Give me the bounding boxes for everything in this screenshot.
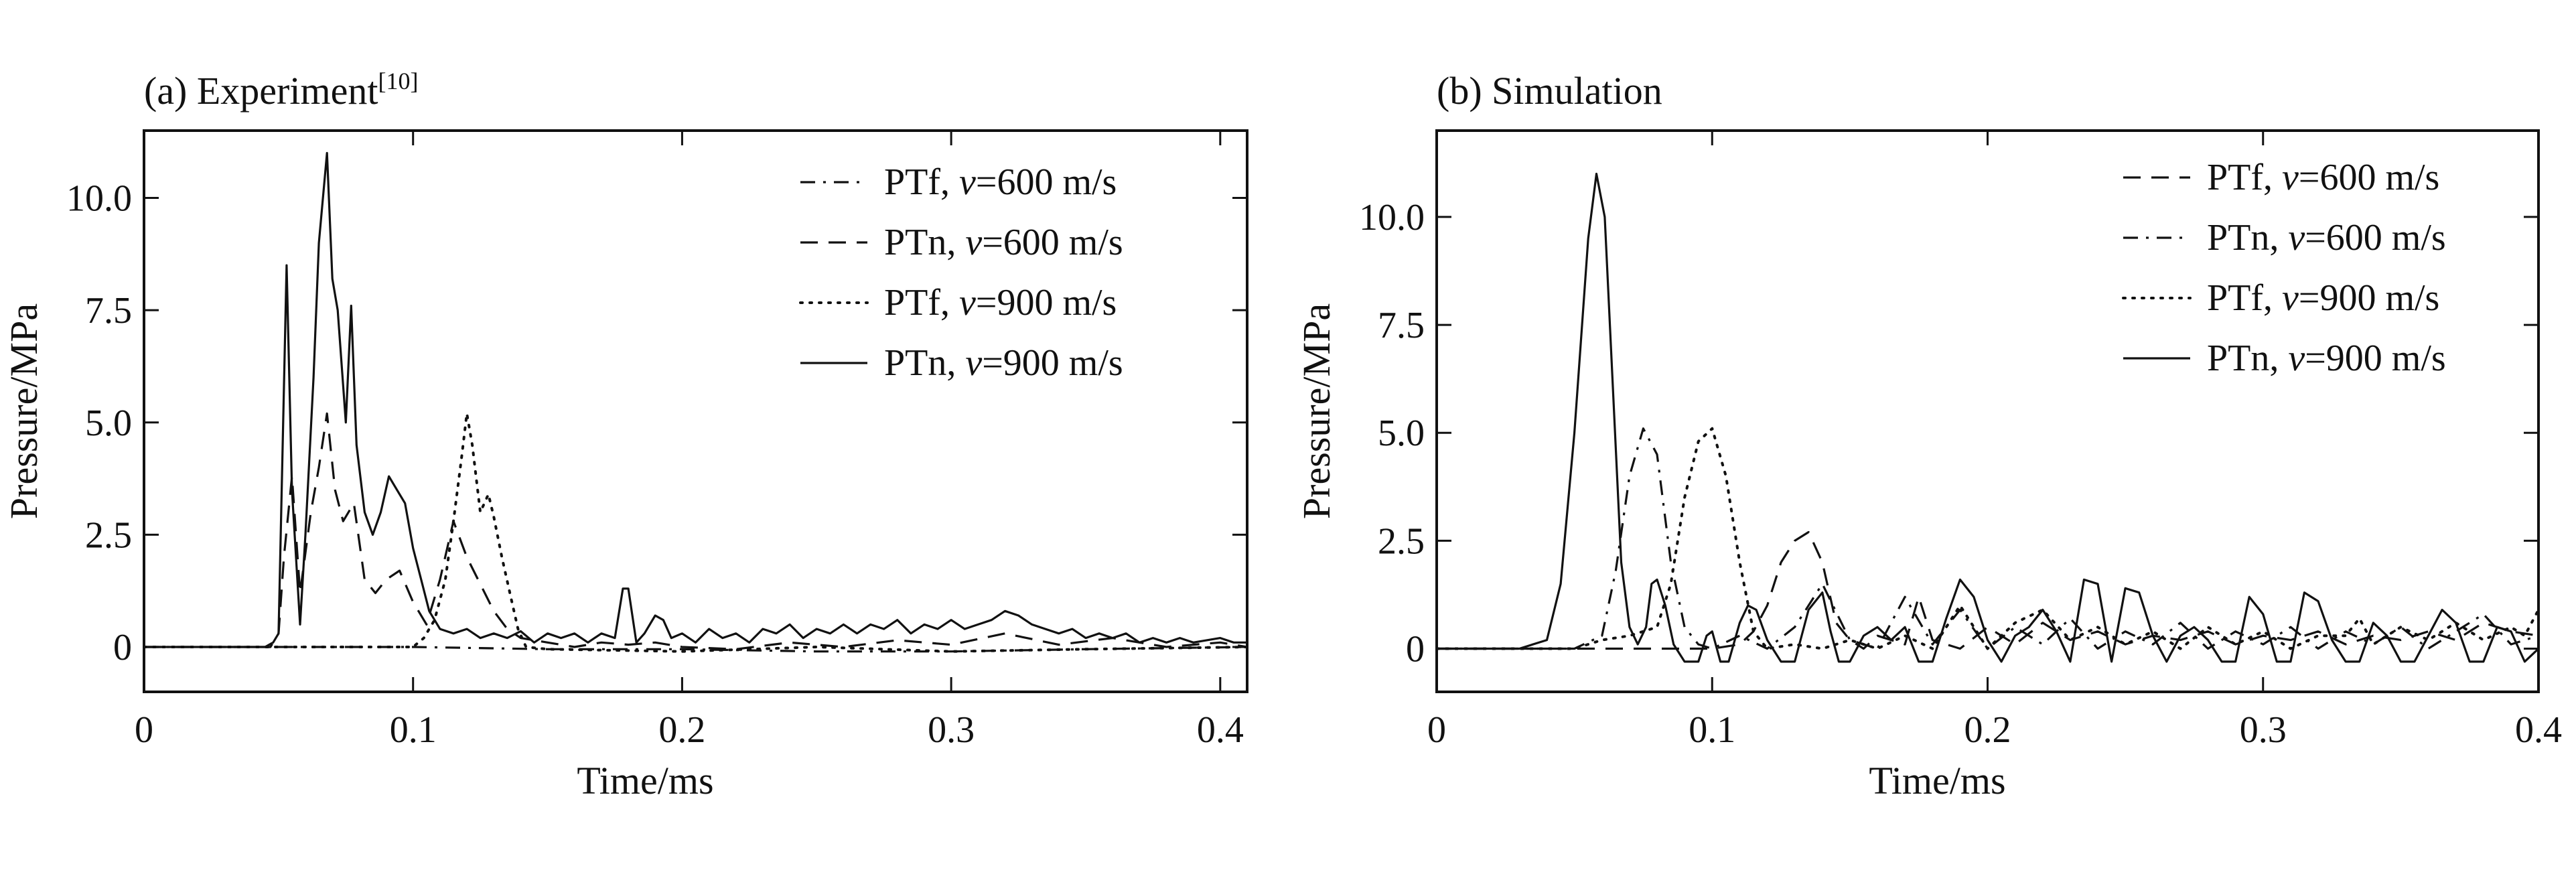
x-tick-label: 0.3 bbox=[2240, 709, 2287, 751]
y-axis-label: Pressure/MPa bbox=[1295, 303, 1338, 519]
legend-label-1: PTf, v=600 m/s bbox=[884, 161, 1117, 203]
series-line-2 bbox=[144, 412, 1247, 650]
y-tick-label: 10.0 bbox=[66, 178, 132, 220]
chart-panel-1: (a) Experiment[10] 0 0.1 0.2 0.3 0.4 0 2.5 5.0 7.… bbox=[2, 68, 1248, 802]
series-line-1 bbox=[1437, 530, 2538, 650]
x-axis-label: Time/ms bbox=[1869, 759, 2005, 802]
x-axis-label: Time/ms bbox=[577, 759, 713, 802]
x-tick-label: 0.2 bbox=[1964, 709, 2011, 751]
chart-panel-2: (b) Simulation 0 0.1 0.2 0.3 0.4 0 2.5 5.0 7.5 10.… bbox=[1295, 69, 2562, 802]
x-tick-label: 0.4 bbox=[2515, 709, 2562, 751]
y-tick-label: 5.0 bbox=[1378, 413, 1425, 454]
legend-label-3: PTf, v=900 m/s bbox=[2207, 277, 2439, 319]
plot-frame bbox=[1435, 129, 2540, 693]
x-tick-label: 0.1 bbox=[390, 709, 437, 751]
legend-label-4: PTn, v=900 m/s bbox=[2207, 338, 2446, 379]
series-line-3 bbox=[1437, 427, 2538, 650]
chart-title: (a) Experiment[10] bbox=[144, 68, 418, 113]
x-tick-label: 0.4 bbox=[1197, 709, 1244, 751]
x-tick-label: 0.3 bbox=[928, 709, 975, 751]
y-tick-label: 2.5 bbox=[85, 514, 132, 556]
y-tick-label: 7.5 bbox=[85, 290, 132, 332]
x-tick-label: 0.2 bbox=[658, 709, 705, 751]
x-tick-label: 0 bbox=[1427, 709, 1446, 751]
series-line-4 bbox=[144, 151, 1247, 648]
y-axis-label: Pressure/MPa bbox=[2, 303, 46, 519]
y-tick-label: 10.0 bbox=[1359, 197, 1425, 238]
y-tick-label: 0 bbox=[113, 627, 132, 668]
legend-label-2: PTn, v=600 m/s bbox=[2207, 217, 2446, 259]
series-line-2 bbox=[1437, 427, 2538, 650]
y-tick-label: 0 bbox=[1406, 629, 1425, 670]
series-line-3 bbox=[144, 412, 1247, 653]
legend-label-3: PTf, v=900 m/s bbox=[884, 282, 1117, 323]
plot-frame bbox=[143, 129, 1248, 693]
x-tick-label: 0.1 bbox=[1689, 709, 1735, 751]
y-tick-label: 7.5 bbox=[1378, 305, 1425, 346]
x-tick-label: 0 bbox=[135, 709, 153, 751]
legend-label-1: PTf, v=600 m/s bbox=[2207, 157, 2439, 198]
series-line-4 bbox=[1437, 172, 2538, 663]
y-tick-label: 5.0 bbox=[85, 403, 132, 444]
chart-title: (b) Simulation bbox=[1437, 69, 1662, 113]
y-tick-label: 2.5 bbox=[1378, 520, 1425, 562]
legend-label-4: PTn, v=900 m/s bbox=[884, 342, 1123, 384]
legend-label-2: PTn, v=600 m/s bbox=[884, 222, 1123, 263]
